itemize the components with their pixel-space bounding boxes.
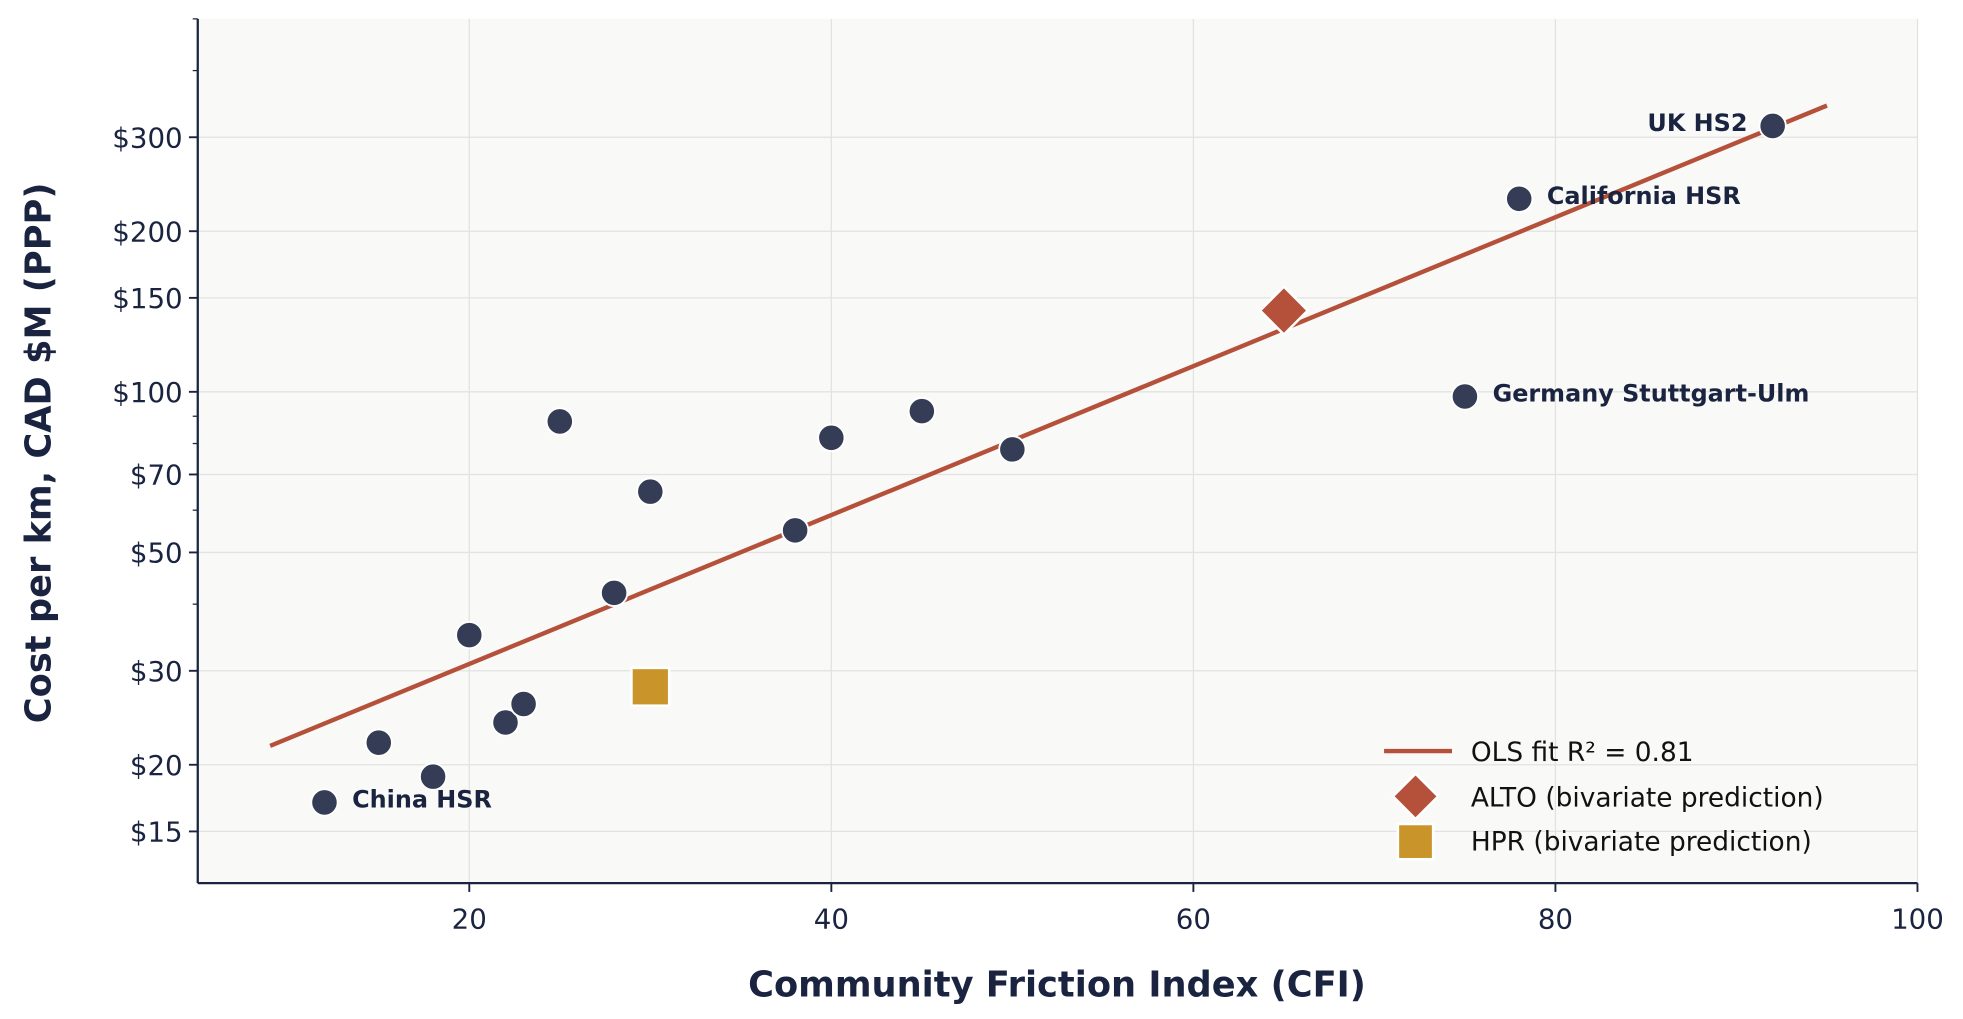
- y-tick-label: $30: [130, 655, 183, 688]
- y-tick-label: $300: [112, 121, 182, 154]
- y-tick-label: $150: [112, 282, 182, 315]
- data-point: [1758, 111, 1787, 141]
- data-point: [599, 578, 629, 607]
- fit-line-layer: [269, 103, 1828, 748]
- y-axis-label: Cost per km, CAD $M (PPP): [19, 183, 60, 724]
- y-tick-label: $100: [112, 376, 182, 409]
- data-point: [636, 477, 665, 506]
- data-point: [491, 708, 520, 737]
- legend-alto-label: ALTO (bivariate prediction): [1471, 782, 1824, 813]
- x-tick-label: 20: [452, 902, 487, 935]
- legend-fit-label: OLS fit R² = 0.81: [1471, 737, 1694, 768]
- point-annotation: China HSR: [352, 785, 492, 813]
- axes: 20 40 60 80 100 $15 $20 $30 $50 $70 $100 $150 $200 $3…: [112, 18, 1944, 935]
- y-tick-label: $15: [130, 815, 183, 848]
- legend-hpr-label: HPR (bivariate prediction): [1471, 826, 1812, 857]
- data-point: [310, 788, 339, 817]
- data-point: [907, 396, 936, 426]
- hpr-prediction-marker: [630, 666, 671, 707]
- data-point: [998, 435, 1027, 464]
- data-point: [509, 689, 538, 719]
- point-annotation: UK HS2: [1647, 109, 1747, 137]
- point-annotation: California HSR: [1547, 182, 1741, 210]
- x-axis-label: Community Friction Index (CFI): [748, 964, 1366, 1005]
- x-tick-label: 100: [1891, 902, 1944, 935]
- data-point: [455, 620, 484, 650]
- legend-hpr-swatch: [1396, 822, 1435, 861]
- data-point: [418, 762, 448, 791]
- points-layer: China HSR Germany Stuttgart-Ulm California…: [310, 109, 1810, 817]
- legend: OLS fit R² = 0.81 ALTO (bivariate predict…: [1384, 737, 1824, 861]
- y-tick-label: $20: [130, 749, 183, 782]
- grid: [197, 18, 1919, 884]
- data-point: [1505, 184, 1534, 213]
- x-tick-label: 80: [1538, 902, 1573, 935]
- y-tick-label: $200: [112, 215, 182, 248]
- y-tick-label: $70: [130, 459, 183, 492]
- alto-prediction-marker: [1258, 284, 1310, 337]
- plot-background: [197, 18, 1918, 884]
- x-tick-label: 40: [814, 902, 849, 935]
- data-point: [1450, 382, 1480, 411]
- data-point: [780, 516, 810, 545]
- data-point: [817, 423, 846, 452]
- ols-fit-line: [269, 103, 1828, 748]
- point-annotation: Germany Stuttgart-Ulm: [1493, 380, 1810, 408]
- y-tick-label: $50: [130, 536, 183, 569]
- legend-alto-swatch: [1391, 771, 1440, 821]
- data-point: [545, 407, 574, 436]
- data-point: [364, 728, 393, 757]
- x-tick-label: 60: [1176, 902, 1211, 935]
